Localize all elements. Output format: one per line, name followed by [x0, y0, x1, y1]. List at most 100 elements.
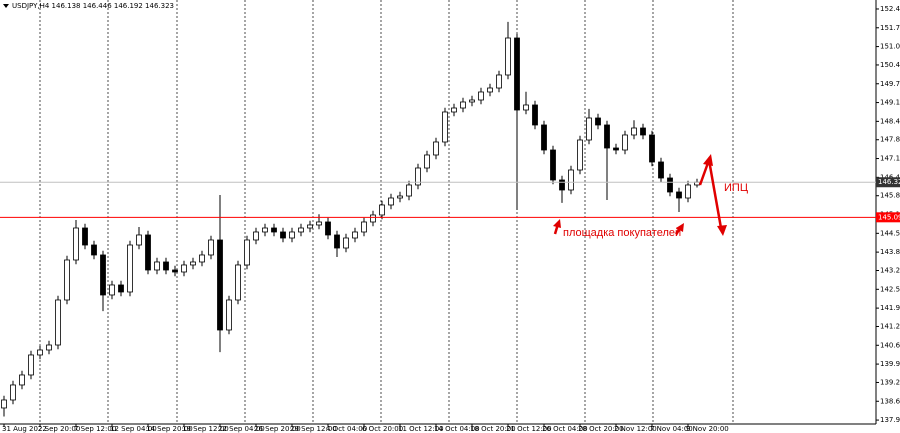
candle-body: [154, 261, 160, 271]
candle-body: [190, 261, 196, 266]
x-tick-label: 31 Aug 2022: [2, 425, 47, 433]
candle-body: [541, 124, 547, 151]
candle-body: [217, 239, 223, 331]
candle-body: [478, 91, 484, 101]
candle-body: [361, 221, 367, 233]
candle-body: [676, 191, 682, 199]
candle-body: [307, 224, 313, 229]
y-tick-label: 137.975: [880, 416, 900, 424]
annotation: площадка покупателей: [563, 227, 681, 239]
candle-body: [424, 154, 430, 169]
candle-body: [109, 284, 115, 296]
candle-body: [370, 214, 376, 223]
candle-body: [244, 239, 250, 266]
y-tick-label: 142.565: [880, 285, 900, 293]
candle-body: [316, 221, 322, 226]
candle-body: [559, 179, 565, 191]
x-tick-label: 7 Sep 12:00: [74, 425, 116, 433]
candle-body: [334, 234, 340, 249]
candle-body: [487, 87, 493, 93]
x-tick-label: 18 Oct 20:00: [470, 425, 516, 433]
candle-body: [289, 231, 295, 239]
y-tick-label: 143.225: [880, 267, 900, 275]
candle-body: [631, 127, 637, 136]
arrow: [707, 159, 723, 229]
candle-body: [271, 227, 277, 233]
y-tick-label: 149.12: [880, 99, 900, 107]
x-tick-label: 14 Sep 20:00: [146, 425, 193, 433]
x-tick-label: 6 Oct 20:00: [362, 425, 403, 433]
y-tick-label: 143.87: [880, 248, 900, 256]
candle-body: [442, 111, 448, 143]
annotation: ИПЦ: [724, 182, 748, 194]
candle-body: [451, 107, 457, 113]
x-tick-label: 14 Oct 04:00: [434, 425, 480, 433]
candle-body: [127, 244, 133, 293]
candle-body: [280, 231, 286, 239]
y-tick-label: 152.405: [880, 5, 900, 13]
candle-body: [523, 104, 529, 111]
candle-body: [460, 101, 466, 109]
chart-title: USDJPY,H4 146.138 146.446 146.192 146.32…: [12, 2, 174, 10]
x-tick-label: 9 Nov 20:00: [686, 425, 729, 433]
x-tick-label: 11 Oct 12:00: [398, 425, 444, 433]
candle-body: [595, 117, 601, 126]
candle-body: [298, 227, 304, 233]
candle-body: [649, 134, 655, 163]
period-separators: [39, 0, 734, 424]
y-tick-label: 151.745: [880, 24, 900, 32]
plot: 152.405 151.745 151.085 150.44 149.78 149.12 1…: [0, 5, 900, 433]
price-label-bg: [876, 212, 900, 223]
candle-body: [199, 254, 205, 263]
candle-body: [28, 354, 34, 376]
candle-body: [226, 299, 232, 331]
y-tick-label: 141.905: [880, 304, 900, 312]
candle-body: [658, 161, 664, 179]
candle-body: [163, 261, 169, 271]
y-tick-label: 145.85: [880, 192, 900, 200]
candle-body: [1, 399, 7, 409]
candle-body: [388, 197, 394, 206]
candle-body: [10, 384, 16, 401]
arrow-head: [676, 223, 684, 232]
x-tick-label: 4 Oct 04:00: [326, 425, 367, 433]
candle-body: [82, 227, 88, 246]
candle-body: [64, 259, 70, 301]
x-tick-label: 2 Nov 12:00: [614, 425, 657, 433]
candle-body: [262, 227, 268, 233]
candle-body: [568, 169, 574, 191]
candle-body: [640, 127, 646, 136]
y-tick-label: 139.295: [880, 378, 900, 386]
y-tick-label: 150.44: [880, 61, 900, 69]
candle-body: [325, 221, 331, 236]
candle-body: [253, 231, 259, 241]
candle-body: [604, 124, 610, 149]
symbol-menu-icon[interactable]: [3, 4, 9, 8]
candle-body: [235, 264, 241, 301]
candle-body: [586, 117, 592, 141]
candle-body: [352, 231, 358, 239]
y-tick-label: 141.26: [880, 322, 900, 330]
candle-body: [136, 234, 142, 246]
y-tick-label: 151.085: [880, 43, 900, 51]
candle-body: [532, 104, 538, 126]
candle-body: [469, 99, 475, 103]
candle-body: [181, 264, 187, 273]
y-tick-label: 138.635: [880, 397, 900, 405]
candle-body: [379, 204, 385, 216]
y-tick-label: 144.53: [880, 229, 900, 237]
candle-body: [685, 184, 691, 199]
candle-body: [397, 195, 403, 199]
candle-body: [145, 234, 151, 271]
annotation-arrows: [553, 154, 727, 236]
candle-body: [514, 37, 520, 111]
arrow-head: [553, 219, 561, 228]
y-tick-label: 148.46: [880, 117, 900, 125]
candle-body: [415, 167, 421, 186]
candle-body: [46, 344, 52, 351]
candle-body: [91, 244, 97, 256]
x-tick-label: 22 Sep 04:00: [218, 425, 265, 433]
x-tick-label: 28 Oct 20:00: [578, 425, 624, 433]
candle-body: [343, 237, 349, 249]
